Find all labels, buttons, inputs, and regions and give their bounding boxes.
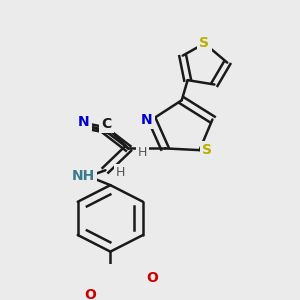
Text: H: H bbox=[137, 146, 147, 159]
Text: H: H bbox=[116, 166, 125, 178]
Text: NH: NH bbox=[72, 169, 95, 183]
Text: N: N bbox=[78, 115, 89, 129]
Text: C: C bbox=[101, 117, 112, 131]
Text: N: N bbox=[141, 112, 153, 127]
Text: O: O bbox=[85, 288, 97, 300]
Text: O: O bbox=[146, 271, 158, 285]
Text: S: S bbox=[200, 36, 209, 50]
Text: S: S bbox=[202, 143, 212, 157]
